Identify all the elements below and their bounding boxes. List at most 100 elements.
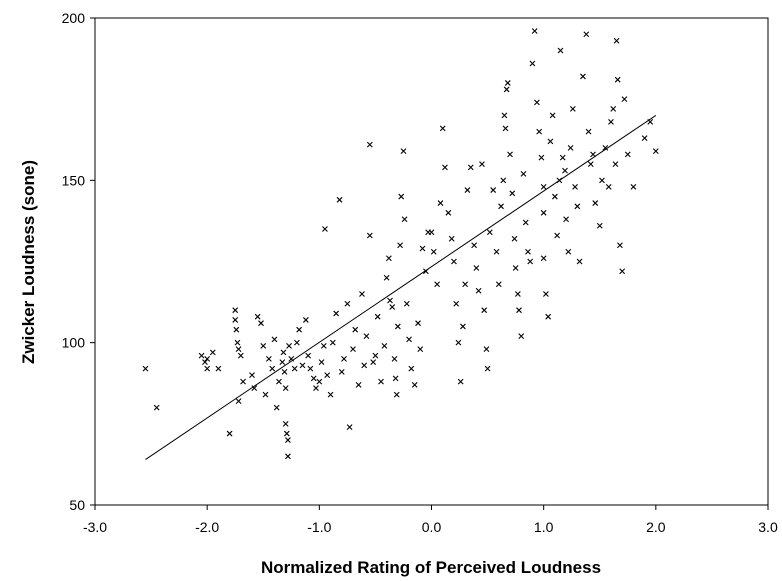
data-point [451, 258, 457, 265]
data-point [475, 287, 482, 294]
data-point [608, 119, 614, 125]
data-point [610, 106, 617, 112]
data-point [398, 193, 405, 200]
data-point [249, 372, 255, 379]
data-point [547, 138, 554, 145]
data-point [439, 125, 446, 132]
x-axis-ticks: -3.0 -2.0 -1.0 0.0 1.0 2.0 3.0 [83, 505, 778, 535]
data-point [507, 151, 513, 158]
y-tick-label: 50 [69, 497, 85, 513]
data-point [271, 336, 278, 343]
data-point [502, 125, 509, 132]
data-point [619, 268, 626, 275]
data-point [460, 323, 466, 330]
data-point [344, 300, 351, 307]
data-point [142, 365, 149, 372]
data-point [630, 183, 637, 190]
data-point [316, 378, 323, 385]
data-point [527, 258, 534, 265]
data-point [511, 235, 518, 242]
data-point [352, 326, 359, 333]
data-point [602, 144, 609, 151]
y-axis-title: Zwicker Loudness (sone) [19, 160, 38, 364]
data-point [346, 424, 353, 430]
data-point [565, 248, 572, 255]
data-point [254, 313, 261, 320]
data-point [419, 245, 426, 252]
data-point [310, 375, 317, 382]
data-point [585, 128, 592, 135]
data-point [394, 323, 401, 330]
data-point [569, 106, 576, 112]
data-point [445, 209, 452, 216]
data-point [462, 281, 469, 288]
data-point [504, 80, 511, 86]
data-point [612, 161, 619, 167]
data-point [361, 362, 368, 369]
data-point [483, 346, 490, 353]
data-point [448, 235, 455, 242]
data-point [235, 346, 242, 353]
data-point [234, 339, 241, 346]
data-point [320, 343, 327, 349]
data-point [500, 177, 507, 184]
data-point [280, 349, 287, 356]
data-point [596, 222, 603, 229]
data-point [403, 300, 410, 307]
data-point [613, 37, 620, 44]
data-point [324, 372, 331, 379]
data-point [467, 164, 474, 171]
data-point [202, 359, 208, 366]
data-point [329, 339, 336, 346]
data-point [580, 73, 586, 80]
data-point [551, 193, 558, 200]
data-point [240, 378, 246, 385]
data-point [232, 307, 239, 314]
data-point [400, 148, 407, 155]
data-point [366, 141, 373, 148]
data-point [473, 265, 480, 271]
data-point [512, 265, 519, 271]
data-point [498, 203, 504, 210]
data-point [624, 151, 631, 158]
x-tick-label: 0.0 [422, 519, 442, 535]
data-point [538, 154, 545, 161]
data-point [391, 356, 398, 362]
data-point [355, 381, 362, 388]
data-point [437, 200, 444, 206]
data-point [198, 352, 205, 359]
data-point [378, 378, 384, 385]
data-point [562, 167, 568, 174]
data-point [204, 365, 211, 372]
data-point [576, 258, 583, 265]
data-point [545, 313, 552, 320]
data-point [307, 365, 314, 372]
data-point [481, 307, 488, 314]
data-point [457, 378, 464, 385]
x-tick-label: -2.0 [195, 519, 219, 535]
data-point [411, 381, 418, 388]
data-point [153, 404, 160, 411]
data-point [415, 320, 421, 327]
data-point [281, 368, 288, 375]
data-point [302, 317, 309, 323]
data-point [385, 255, 392, 262]
data-point [540, 255, 547, 262]
data-point [393, 391, 400, 398]
x-tick-label: 3.0 [758, 519, 778, 535]
data-point [341, 356, 347, 362]
x-axis-title: Normalized Rating of Perceived Loudness [261, 558, 601, 577]
data-point [522, 219, 529, 226]
data-point [401, 216, 408, 223]
data-point [534, 99, 540, 106]
data-point [572, 183, 578, 190]
data-point [583, 31, 590, 38]
data-point [406, 336, 412, 343]
data-point [282, 420, 289, 427]
data-point [587, 161, 594, 167]
data-point [531, 28, 538, 34]
data-point [479, 161, 485, 167]
y-axis-ticks: 50 100 150 200 [62, 10, 95, 513]
